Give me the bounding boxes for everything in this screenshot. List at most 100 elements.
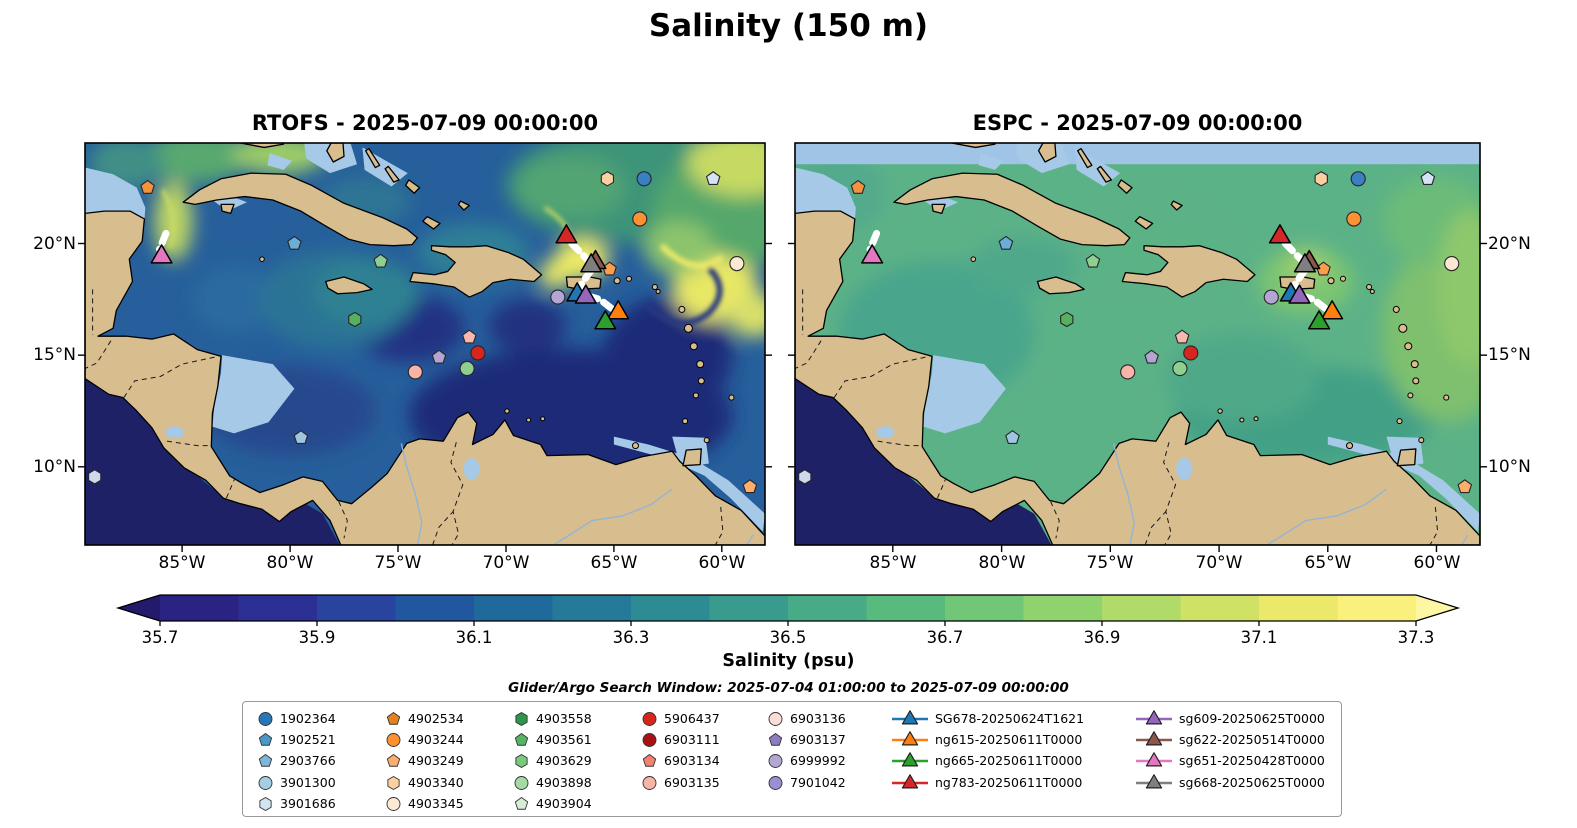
circle-marker-icon (386, 733, 401, 748)
small-island (1410, 360, 1419, 369)
glider-marker-ng615 (607, 300, 630, 320)
jamaica-island (1036, 276, 1085, 295)
small-island (1418, 437, 1425, 444)
argo-float-marker (1144, 349, 1159, 364)
river (1461, 534, 1469, 545)
argo-float-marker (1172, 360, 1188, 377)
glider-triangle-line-icon (892, 752, 928, 767)
small-island (1398, 323, 1408, 333)
country-border (432, 511, 454, 545)
argo-float-marker (1085, 253, 1101, 268)
colorbar-tick-label: 36.5 (769, 628, 807, 647)
mainland-landmass (85, 210, 765, 545)
legend-column: sg609-20250625T0000 sg622-20250514T0000 sg… (1135, 708, 1325, 793)
country-border (450, 442, 464, 545)
river (1266, 488, 1387, 545)
jamaica-island (325, 276, 373, 295)
bahamas-island (404, 179, 421, 194)
colorbar-tick-label: 36.9 (1083, 628, 1121, 647)
legend-item-ng783-20250611T0000: ng783-20250611T0000 (891, 772, 1084, 793)
glider-triangle-line-icon (1136, 710, 1172, 725)
legend-item-4902534: 4902534 (385, 708, 464, 729)
legend-item-6999992: 6999992 (767, 750, 846, 771)
legend-label: 6903135 (664, 774, 720, 790)
argo-float-marker (742, 479, 758, 494)
lat-tick-label: 10°N (1488, 457, 1531, 477)
country-border (123, 355, 219, 398)
legend-column: 5906437 6903111 6903134 6903135 (641, 708, 720, 793)
bahamas-island (326, 143, 345, 163)
small-island (540, 416, 546, 422)
colorbar-label: Salinity (psu) (722, 651, 855, 671)
legend-item-7901042: 7901042 (767, 772, 846, 793)
small-island (1366, 284, 1373, 291)
legend-label: 4903904 (536, 795, 592, 811)
shallow-bank (795, 167, 856, 221)
legend-item-6903136: 6903136 (767, 708, 846, 729)
legend-item-4903561: 4903561 (513, 729, 592, 750)
argo-float-marker (705, 171, 721, 186)
lat-tick-label: 15°N (1488, 345, 1531, 365)
bahamas-island (384, 165, 400, 183)
hexagon-marker-icon (259, 796, 272, 811)
lon-tick-label: 75°W (374, 553, 422, 573)
legend-item-4903244: 4903244 (385, 729, 464, 750)
legend-item-5906437: 5906437 (641, 708, 720, 729)
small-island (1396, 418, 1403, 425)
legend-label: 4903898 (536, 774, 592, 790)
legend-item-4903629: 4903629 (513, 750, 592, 771)
legend-label: 6903134 (664, 753, 720, 769)
glider-track (1281, 239, 1307, 265)
pentagon-marker-icon (258, 754, 273, 768)
legend-item-sg609-20250625T0000: sg609-20250625T0000 (1135, 708, 1325, 729)
country-border (877, 440, 923, 447)
argo-float-marker (850, 180, 866, 194)
hexagon-marker-icon (387, 775, 400, 790)
rtofs-panel-title: RTOFS - 2025-07-09 00:00:00 (251, 111, 599, 135)
lon-tick-label: 85°W (869, 553, 917, 573)
glider-triangle-line-icon (892, 773, 928, 789)
circle-marker-icon (386, 796, 401, 811)
legend-label: 4903244 (408, 732, 464, 748)
lon-tick-label: 65°W (590, 553, 638, 573)
small-island (1369, 289, 1375, 295)
country-border (1163, 442, 1177, 545)
circle-marker-icon (768, 712, 783, 727)
lake (876, 426, 895, 439)
mainland-landmass (795, 210, 1480, 545)
glider-marker-sg651 (861, 244, 884, 264)
circle-marker-icon (258, 775, 273, 790)
small-island (526, 417, 532, 423)
country-border (833, 355, 930, 398)
bahamas-island (1117, 179, 1133, 194)
river (553, 488, 673, 545)
argo-float-marker (1263, 289, 1279, 305)
argo-float-marker (1346, 211, 1362, 227)
argo-float-marker (140, 180, 155, 194)
legend-label: 4903561 (536, 732, 592, 748)
glider-triangle-line-icon (892, 710, 928, 725)
glider-track (1291, 266, 1309, 296)
legend-label: 2903766 (280, 753, 336, 769)
glider-triangle-line-icon (1136, 731, 1172, 746)
legend-label: 1902364 (280, 711, 336, 727)
legend-label: 6999992 (790, 753, 846, 769)
pentagon-marker-icon (642, 754, 657, 768)
lake (463, 457, 480, 481)
legend-label: ng783-20250611T0000 (935, 774, 1083, 790)
argo-float-marker (1420, 171, 1436, 186)
country-border (225, 477, 236, 499)
legend-item-4903904: 4903904 (513, 793, 592, 814)
argo-float-marker (600, 171, 615, 187)
legend-label: 7901042 (790, 774, 846, 790)
lon-tick-label: 65°W (1304, 553, 1352, 573)
river (400, 443, 423, 545)
bahamas-island (1096, 165, 1113, 183)
shallow-bank (978, 153, 1004, 170)
argo-float-marker (1350, 171, 1366, 187)
circle-marker-icon (642, 775, 657, 790)
argo-float-marker (636, 171, 652, 187)
circle-marker-icon (642, 733, 657, 748)
glider-triangle-line-icon (1136, 773, 1172, 789)
